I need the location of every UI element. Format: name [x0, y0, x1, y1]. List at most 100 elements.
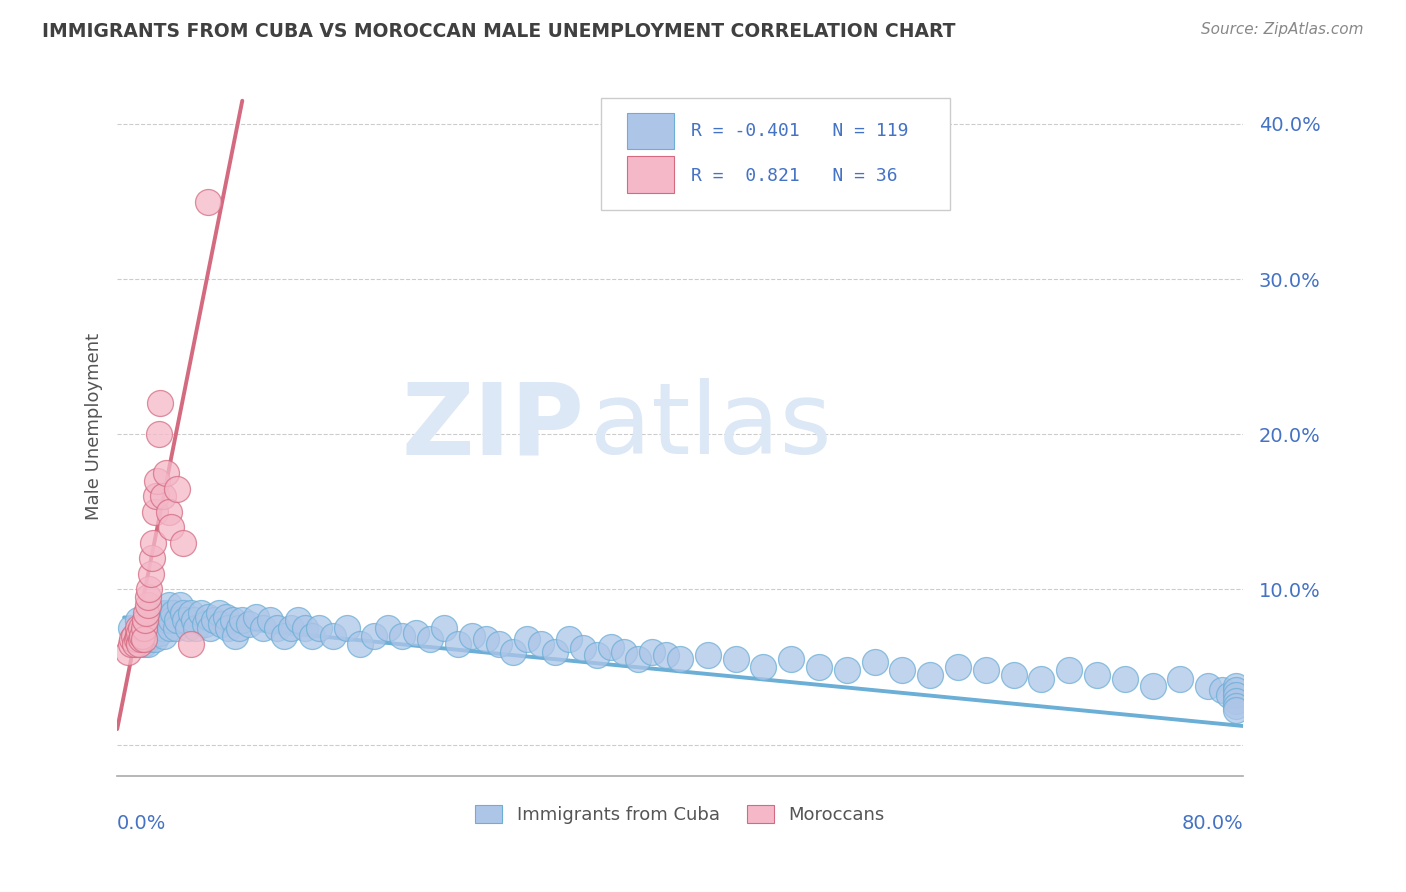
Point	[136, 591, 159, 605]
Point	[120, 621, 142, 635]
Point	[135, 606, 157, 620]
Point	[132, 632, 155, 646]
Point	[245, 610, 267, 624]
Point	[127, 621, 149, 635]
Point	[183, 614, 205, 628]
Text: 0.0%: 0.0%	[117, 814, 166, 833]
Point	[149, 616, 172, 631]
Point	[132, 621, 155, 635]
Point	[1225, 688, 1247, 702]
Text: IMMIGRANTS FROM CUBA VS MOROCCAN MALE UNEMPLOYMENT CORRELATION CHART: IMMIGRANTS FROM CUBA VS MOROCCAN MALE UN…	[42, 22, 956, 41]
Point	[134, 614, 156, 628]
Point	[322, 629, 344, 643]
Point	[135, 621, 157, 635]
Point	[186, 621, 208, 635]
Point	[1142, 679, 1164, 693]
Point	[447, 637, 470, 651]
Point	[221, 614, 243, 628]
Point	[224, 629, 246, 643]
Bar	[627, 156, 675, 193]
Point	[128, 626, 150, 640]
Point	[160, 520, 183, 534]
Point	[139, 621, 162, 635]
Point	[1225, 703, 1247, 717]
Legend: Immigrants from Cuba, Moroccans: Immigrants from Cuba, Moroccans	[467, 796, 894, 833]
Point	[1170, 673, 1192, 687]
Point	[190, 606, 212, 620]
Point	[214, 610, 236, 624]
Point	[139, 566, 162, 581]
Point	[169, 598, 191, 612]
Point	[136, 598, 159, 612]
Point	[572, 641, 595, 656]
Point	[138, 632, 160, 646]
Point	[1225, 694, 1247, 708]
Point	[143, 505, 166, 519]
Point	[127, 614, 149, 628]
Point	[363, 629, 385, 643]
Point	[165, 621, 187, 635]
Point	[335, 621, 357, 635]
Point	[128, 637, 150, 651]
Point	[641, 644, 664, 658]
Point	[138, 582, 160, 597]
Point	[134, 614, 156, 628]
Point	[204, 614, 226, 628]
Point	[148, 606, 170, 620]
Point	[148, 427, 170, 442]
Point	[146, 614, 169, 628]
Point	[124, 629, 146, 643]
Point	[280, 621, 302, 635]
Text: R = -0.401   N = 119: R = -0.401 N = 119	[692, 122, 908, 140]
Point	[377, 621, 399, 635]
Point	[142, 536, 165, 550]
Point	[180, 606, 202, 620]
Point	[150, 610, 173, 624]
Point	[231, 614, 253, 628]
Point	[835, 663, 858, 677]
Point	[209, 616, 232, 631]
Point	[127, 629, 149, 643]
Point	[145, 489, 167, 503]
Point	[129, 632, 152, 646]
Point	[180, 637, 202, 651]
Point	[696, 648, 718, 662]
Point	[558, 632, 581, 646]
Point	[1218, 688, 1240, 702]
Point	[891, 663, 914, 677]
Text: atlas: atlas	[591, 378, 831, 475]
Point	[308, 621, 330, 635]
Point	[134, 629, 156, 643]
Point	[208, 606, 231, 620]
Point	[141, 606, 163, 620]
Point	[157, 505, 180, 519]
Point	[174, 614, 197, 628]
Point	[141, 551, 163, 566]
Point	[172, 606, 194, 620]
Point	[153, 629, 176, 643]
Point	[125, 632, 148, 646]
Point	[160, 614, 183, 628]
Point	[136, 637, 159, 651]
Point	[349, 637, 371, 651]
Point	[1211, 683, 1233, 698]
Point	[197, 610, 219, 624]
Point	[1114, 673, 1136, 687]
Text: ZIP: ZIP	[402, 378, 585, 475]
Point	[172, 536, 194, 550]
Point	[120, 637, 142, 651]
Point	[129, 621, 152, 635]
FancyBboxPatch shape	[602, 98, 950, 211]
Point	[474, 632, 496, 646]
Point	[405, 626, 427, 640]
Point	[301, 629, 323, 643]
Point	[613, 644, 636, 658]
Point	[627, 652, 650, 666]
Point	[142, 621, 165, 635]
Point	[1057, 663, 1080, 677]
Point	[752, 660, 775, 674]
Point	[460, 629, 482, 643]
Point	[419, 632, 441, 646]
Text: 80.0%: 80.0%	[1181, 814, 1243, 833]
Point	[488, 637, 510, 651]
